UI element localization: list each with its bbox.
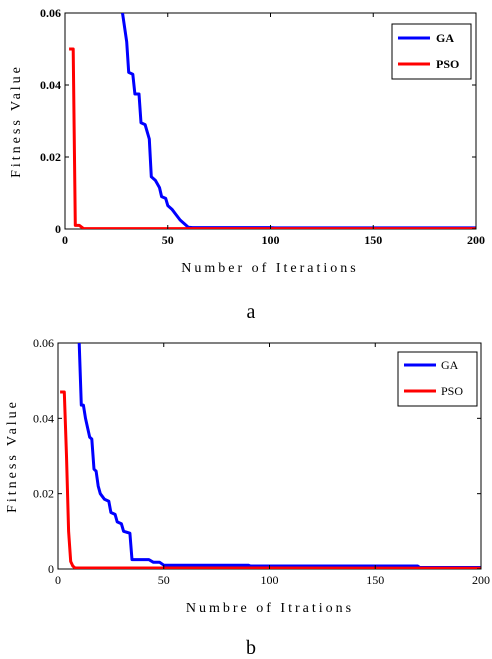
y-tick-label: 0.04 bbox=[40, 78, 61, 92]
y-axis-label: Fitness Value bbox=[9, 64, 24, 178]
legend-label-pso: PSO bbox=[436, 57, 459, 71]
legend-label-pso: PSO bbox=[441, 384, 463, 398]
x-tick-label: 50 bbox=[158, 573, 170, 587]
x-tick-label: 200 bbox=[467, 233, 485, 247]
x-tick-label: 0 bbox=[55, 573, 61, 587]
y-tick-label: 0 bbox=[48, 562, 54, 576]
y-ticks: 0 0.02 0.04 0.06 bbox=[40, 6, 61, 236]
y-tick-label: 0.06 bbox=[40, 6, 61, 20]
x-tick-label: 100 bbox=[262, 233, 280, 247]
legend: GA PSO bbox=[397, 351, 478, 407]
tick-marks bbox=[64, 12, 477, 230]
tick-marks bbox=[57, 342, 482, 570]
y-axis-label: Fitness Value bbox=[5, 399, 20, 513]
x-tick-label: 50 bbox=[162, 233, 174, 247]
y-tick-label: 0.02 bbox=[33, 487, 54, 501]
x-tick-label: 100 bbox=[261, 573, 279, 587]
legend-label-ga: GA bbox=[441, 358, 459, 372]
ga-line bbox=[77, 343, 481, 569]
plot-area bbox=[60, 343, 481, 569]
chart-a: 0 50 100 150 200 0 0.02 0.04 0.06 Number… bbox=[9, 6, 485, 323]
legend-box bbox=[397, 351, 478, 407]
y-tick-label: 0.06 bbox=[33, 336, 54, 350]
chart-b: 0 50 100 150 200 0 0.02 0.04 0.06 Numbre… bbox=[5, 336, 490, 659]
panel-label-b: b bbox=[246, 637, 256, 659]
y-tick-label: 0.04 bbox=[33, 411, 54, 425]
legend-box bbox=[391, 23, 472, 80]
x-tick-label: 150 bbox=[366, 573, 384, 587]
x-tick-label: 200 bbox=[472, 573, 490, 587]
pso-line bbox=[60, 390, 481, 569]
panel-label-a: a bbox=[247, 301, 256, 323]
x-tick-label: 150 bbox=[364, 233, 382, 247]
legend-label-ga: GA bbox=[436, 31, 454, 45]
x-ticks: 0 50 100 150 200 bbox=[55, 573, 490, 587]
x-ticks: 0 50 100 150 200 bbox=[62, 233, 485, 247]
legend: GA PSO bbox=[391, 23, 472, 80]
y-ticks: 0 0.02 0.04 0.06 bbox=[33, 336, 54, 576]
x-axis-label: Numbre of Itrations bbox=[186, 601, 354, 616]
plot-area bbox=[69, 13, 476, 229]
y-tick-label: 0 bbox=[55, 222, 61, 236]
x-axis-label: Number of Iterations bbox=[181, 261, 358, 276]
y-tick-label: 0.02 bbox=[40, 150, 61, 164]
pso-line bbox=[69, 47, 476, 229]
x-tick-label: 0 bbox=[62, 233, 68, 247]
